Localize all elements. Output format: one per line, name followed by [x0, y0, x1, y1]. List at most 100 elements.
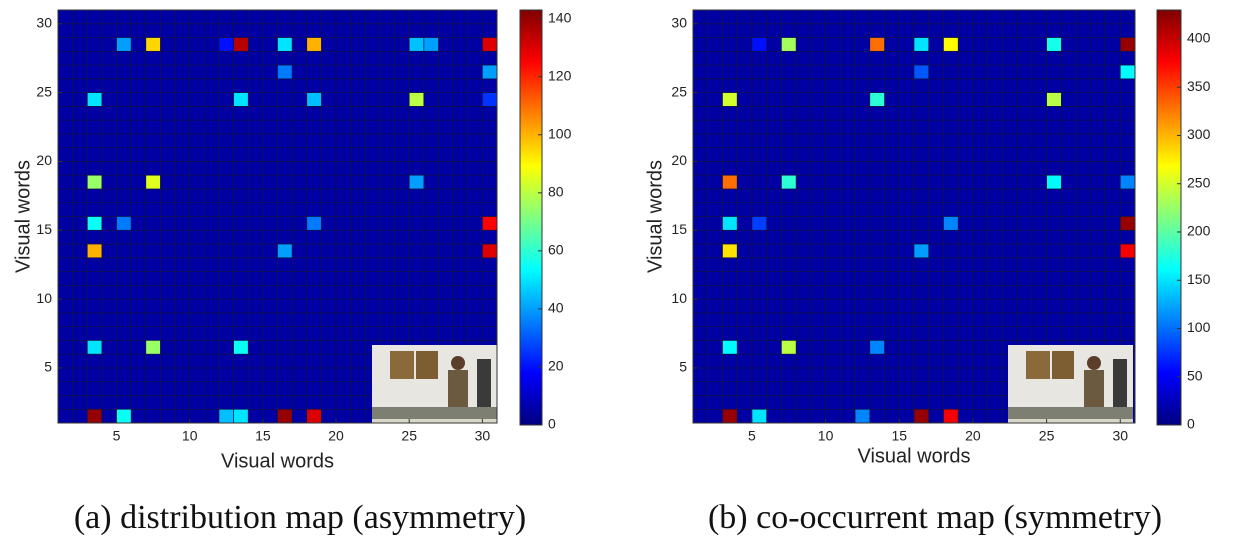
cell	[810, 271, 826, 286]
cell	[277, 243, 293, 259]
cell	[145, 408, 161, 424]
cell	[839, 202, 856, 217]
cell	[869, 353, 885, 369]
cell	[707, 381, 723, 396]
cell	[1046, 243, 1062, 259]
cell	[943, 257, 959, 272]
cell	[1090, 147, 1106, 162]
cell	[277, 284, 293, 300]
cell	[408, 64, 425, 80]
cell	[854, 243, 871, 259]
cell	[438, 161, 454, 176]
cell	[130, 188, 147, 204]
cell	[86, 216, 103, 231]
cell	[766, 326, 782, 341]
cell	[825, 37, 841, 52]
y-tick-label: 25	[36, 83, 52, 99]
cell	[174, 408, 191, 424]
cell	[751, 408, 768, 424]
cell	[291, 64, 308, 80]
cell	[781, 78, 797, 93]
cell	[364, 284, 381, 300]
cell	[781, 395, 797, 410]
cell	[692, 312, 709, 327]
cell	[928, 381, 944, 396]
cell	[101, 229, 117, 245]
cell	[869, 271, 885, 286]
cell	[928, 188, 944, 204]
cell	[482, 106, 498, 121]
cell	[839, 243, 856, 259]
cell	[1075, 202, 1092, 217]
cell	[321, 147, 337, 162]
cell	[692, 353, 709, 369]
cell	[218, 92, 234, 107]
cell	[174, 161, 191, 176]
cell	[1119, 312, 1136, 327]
cell	[1119, 188, 1136, 204]
cell	[364, 119, 381, 135]
cell	[707, 133, 723, 149]
cell	[57, 229, 73, 245]
cell	[766, 9, 782, 25]
cell	[467, 202, 483, 217]
cell	[350, 229, 366, 245]
cell	[145, 257, 161, 272]
cell	[1060, 92, 1077, 107]
cell	[869, 326, 885, 341]
cell	[452, 106, 469, 121]
cell	[160, 229, 176, 245]
cell	[174, 202, 191, 217]
cell	[233, 147, 249, 162]
cell	[452, 119, 469, 135]
cell	[57, 353, 73, 369]
cell	[972, 395, 989, 410]
cell	[1090, 106, 1106, 121]
cell	[277, 229, 293, 245]
cell	[130, 367, 147, 383]
cell	[189, 243, 205, 259]
cell	[335, 395, 352, 410]
cell	[854, 188, 871, 204]
cell	[364, 133, 381, 149]
cell	[72, 78, 88, 93]
cell	[1090, 161, 1106, 176]
cell	[438, 119, 454, 135]
cell	[943, 353, 959, 369]
cell	[987, 243, 1003, 259]
cell	[291, 202, 308, 217]
x-tick-label: 25	[401, 428, 417, 444]
cell	[707, 188, 723, 204]
cell	[467, 9, 483, 25]
cell	[145, 202, 161, 217]
cell	[423, 133, 439, 149]
cell	[707, 119, 723, 135]
cell	[306, 119, 322, 135]
cell	[423, 9, 439, 25]
cell	[1119, 37, 1136, 52]
cell	[722, 229, 738, 245]
cell	[247, 367, 264, 383]
cell	[1002, 174, 1018, 190]
cell	[203, 381, 220, 396]
cell	[766, 271, 782, 286]
cell	[350, 161, 366, 176]
cell	[350, 257, 366, 272]
cell	[233, 381, 249, 396]
cell	[408, 284, 425, 300]
cell	[482, 312, 498, 327]
cell	[247, 326, 264, 341]
cell	[482, 161, 498, 176]
cell	[116, 188, 132, 204]
cell	[736, 271, 753, 286]
cell	[795, 216, 812, 231]
cell	[350, 298, 366, 314]
cell	[736, 408, 753, 424]
cell	[379, 64, 395, 80]
cell	[130, 353, 147, 369]
cell	[736, 395, 753, 410]
cell	[86, 312, 103, 327]
cell	[707, 257, 723, 272]
cell	[218, 64, 234, 80]
cell	[928, 147, 944, 162]
